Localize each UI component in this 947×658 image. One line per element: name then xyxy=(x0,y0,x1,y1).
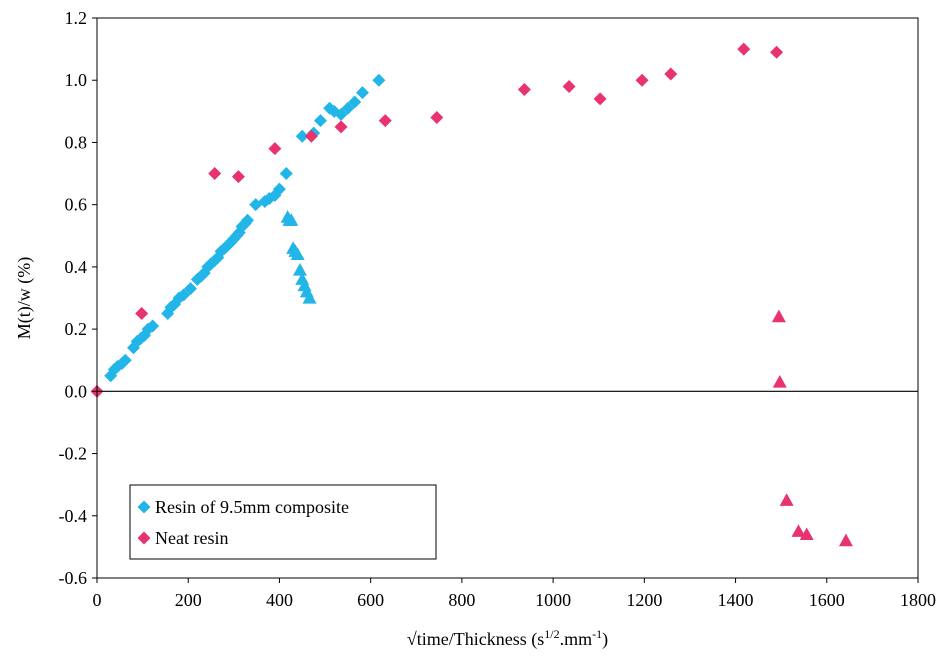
triangle-point xyxy=(284,213,299,226)
y-tick-label: 0.0 xyxy=(65,381,88,401)
triangle-point xyxy=(779,493,794,506)
y-axis-ticks: -0.6 -0.4 -0.2 0.0 0.2 0.4 0.6 0.8 1.0 1.2 xyxy=(59,8,97,588)
x-tick-label: 200 xyxy=(175,590,202,610)
x-tick-label: 0 xyxy=(93,590,102,610)
diamond-point xyxy=(184,282,198,296)
y-tick-label: -0.6 xyxy=(59,568,88,588)
chart-marks xyxy=(90,42,853,547)
y-axis-label: M(t)/w (%) xyxy=(14,257,35,339)
diamond-point xyxy=(118,353,132,367)
x-tick-label: 1000 xyxy=(535,590,571,610)
y-tick-label: 0.8 xyxy=(65,132,88,152)
y-tick-label: -0.4 xyxy=(59,506,88,526)
x-axis-label: √time/Thickness (s1/2.mm-1) xyxy=(407,627,608,650)
triangle-point xyxy=(290,247,305,261)
legend-marker-neat-resin xyxy=(137,531,151,545)
diamond-point xyxy=(635,73,649,87)
diamond-point xyxy=(737,42,751,56)
diamond-point xyxy=(341,101,355,115)
y-tick-label: 1.2 xyxy=(65,8,88,28)
triangle-point xyxy=(799,527,814,541)
diamond-point xyxy=(241,213,255,227)
x-tick-label: 800 xyxy=(448,590,475,610)
diamond-point xyxy=(279,167,293,181)
diamond-point xyxy=(562,79,576,93)
legend-label-resin-composite: Resin of 9.5mm composite xyxy=(155,497,349,517)
diamond-point xyxy=(355,86,369,100)
y-tick-label: -0.2 xyxy=(59,444,88,464)
legend-box xyxy=(129,484,437,560)
y-tick-label: 0.4 xyxy=(65,257,88,277)
diamond-point xyxy=(593,92,607,106)
y-tick-label: 0.6 xyxy=(65,195,88,215)
legend: Resin of 9.5mm composite Neat resin xyxy=(129,484,437,560)
triangle-point xyxy=(771,309,786,323)
x-tick-label: 600 xyxy=(357,590,384,610)
diamond-point xyxy=(378,114,392,128)
diamond-point xyxy=(334,107,348,121)
diamond-point xyxy=(208,167,222,181)
diamond-point xyxy=(372,73,386,87)
x-tick-label: 1200 xyxy=(626,590,662,610)
y-tick-label: 1.0 xyxy=(65,70,88,90)
x-tick-label: 400 xyxy=(266,590,293,610)
diamond-point xyxy=(231,170,245,184)
diamond-point xyxy=(268,142,282,156)
diamond-point xyxy=(334,120,348,134)
diamond-point xyxy=(313,114,327,128)
diamond-point xyxy=(304,129,318,143)
x-tick-label: 1600 xyxy=(809,590,845,610)
y-tick-label: 0.2 xyxy=(65,319,88,339)
triangle-point xyxy=(791,524,806,537)
diamond-point xyxy=(664,67,678,81)
triangle-point xyxy=(302,291,317,304)
triangle-point xyxy=(292,263,307,276)
diamond-point xyxy=(295,129,309,143)
diamond-point xyxy=(146,319,160,333)
diamond-point xyxy=(177,288,191,302)
legend-label-neat-resin: Neat resin xyxy=(155,528,228,548)
x-tick-label: 1800 xyxy=(900,590,936,610)
triangle-point xyxy=(772,375,787,388)
diamond-point xyxy=(272,182,286,196)
x-tick-label: 1400 xyxy=(718,590,754,610)
diamond-point xyxy=(135,307,149,321)
legend-marker-resin-composite xyxy=(137,500,151,514)
triangle-point xyxy=(838,533,853,547)
diamond-point xyxy=(430,111,444,125)
diamond-point xyxy=(348,95,362,109)
diamond-point xyxy=(517,83,531,97)
x-axis-ticks: 0 200 400 600 800 1000 1200 1400 1600 1800 xyxy=(93,578,936,610)
plot-frame xyxy=(96,17,919,579)
diamond-point xyxy=(770,45,784,59)
